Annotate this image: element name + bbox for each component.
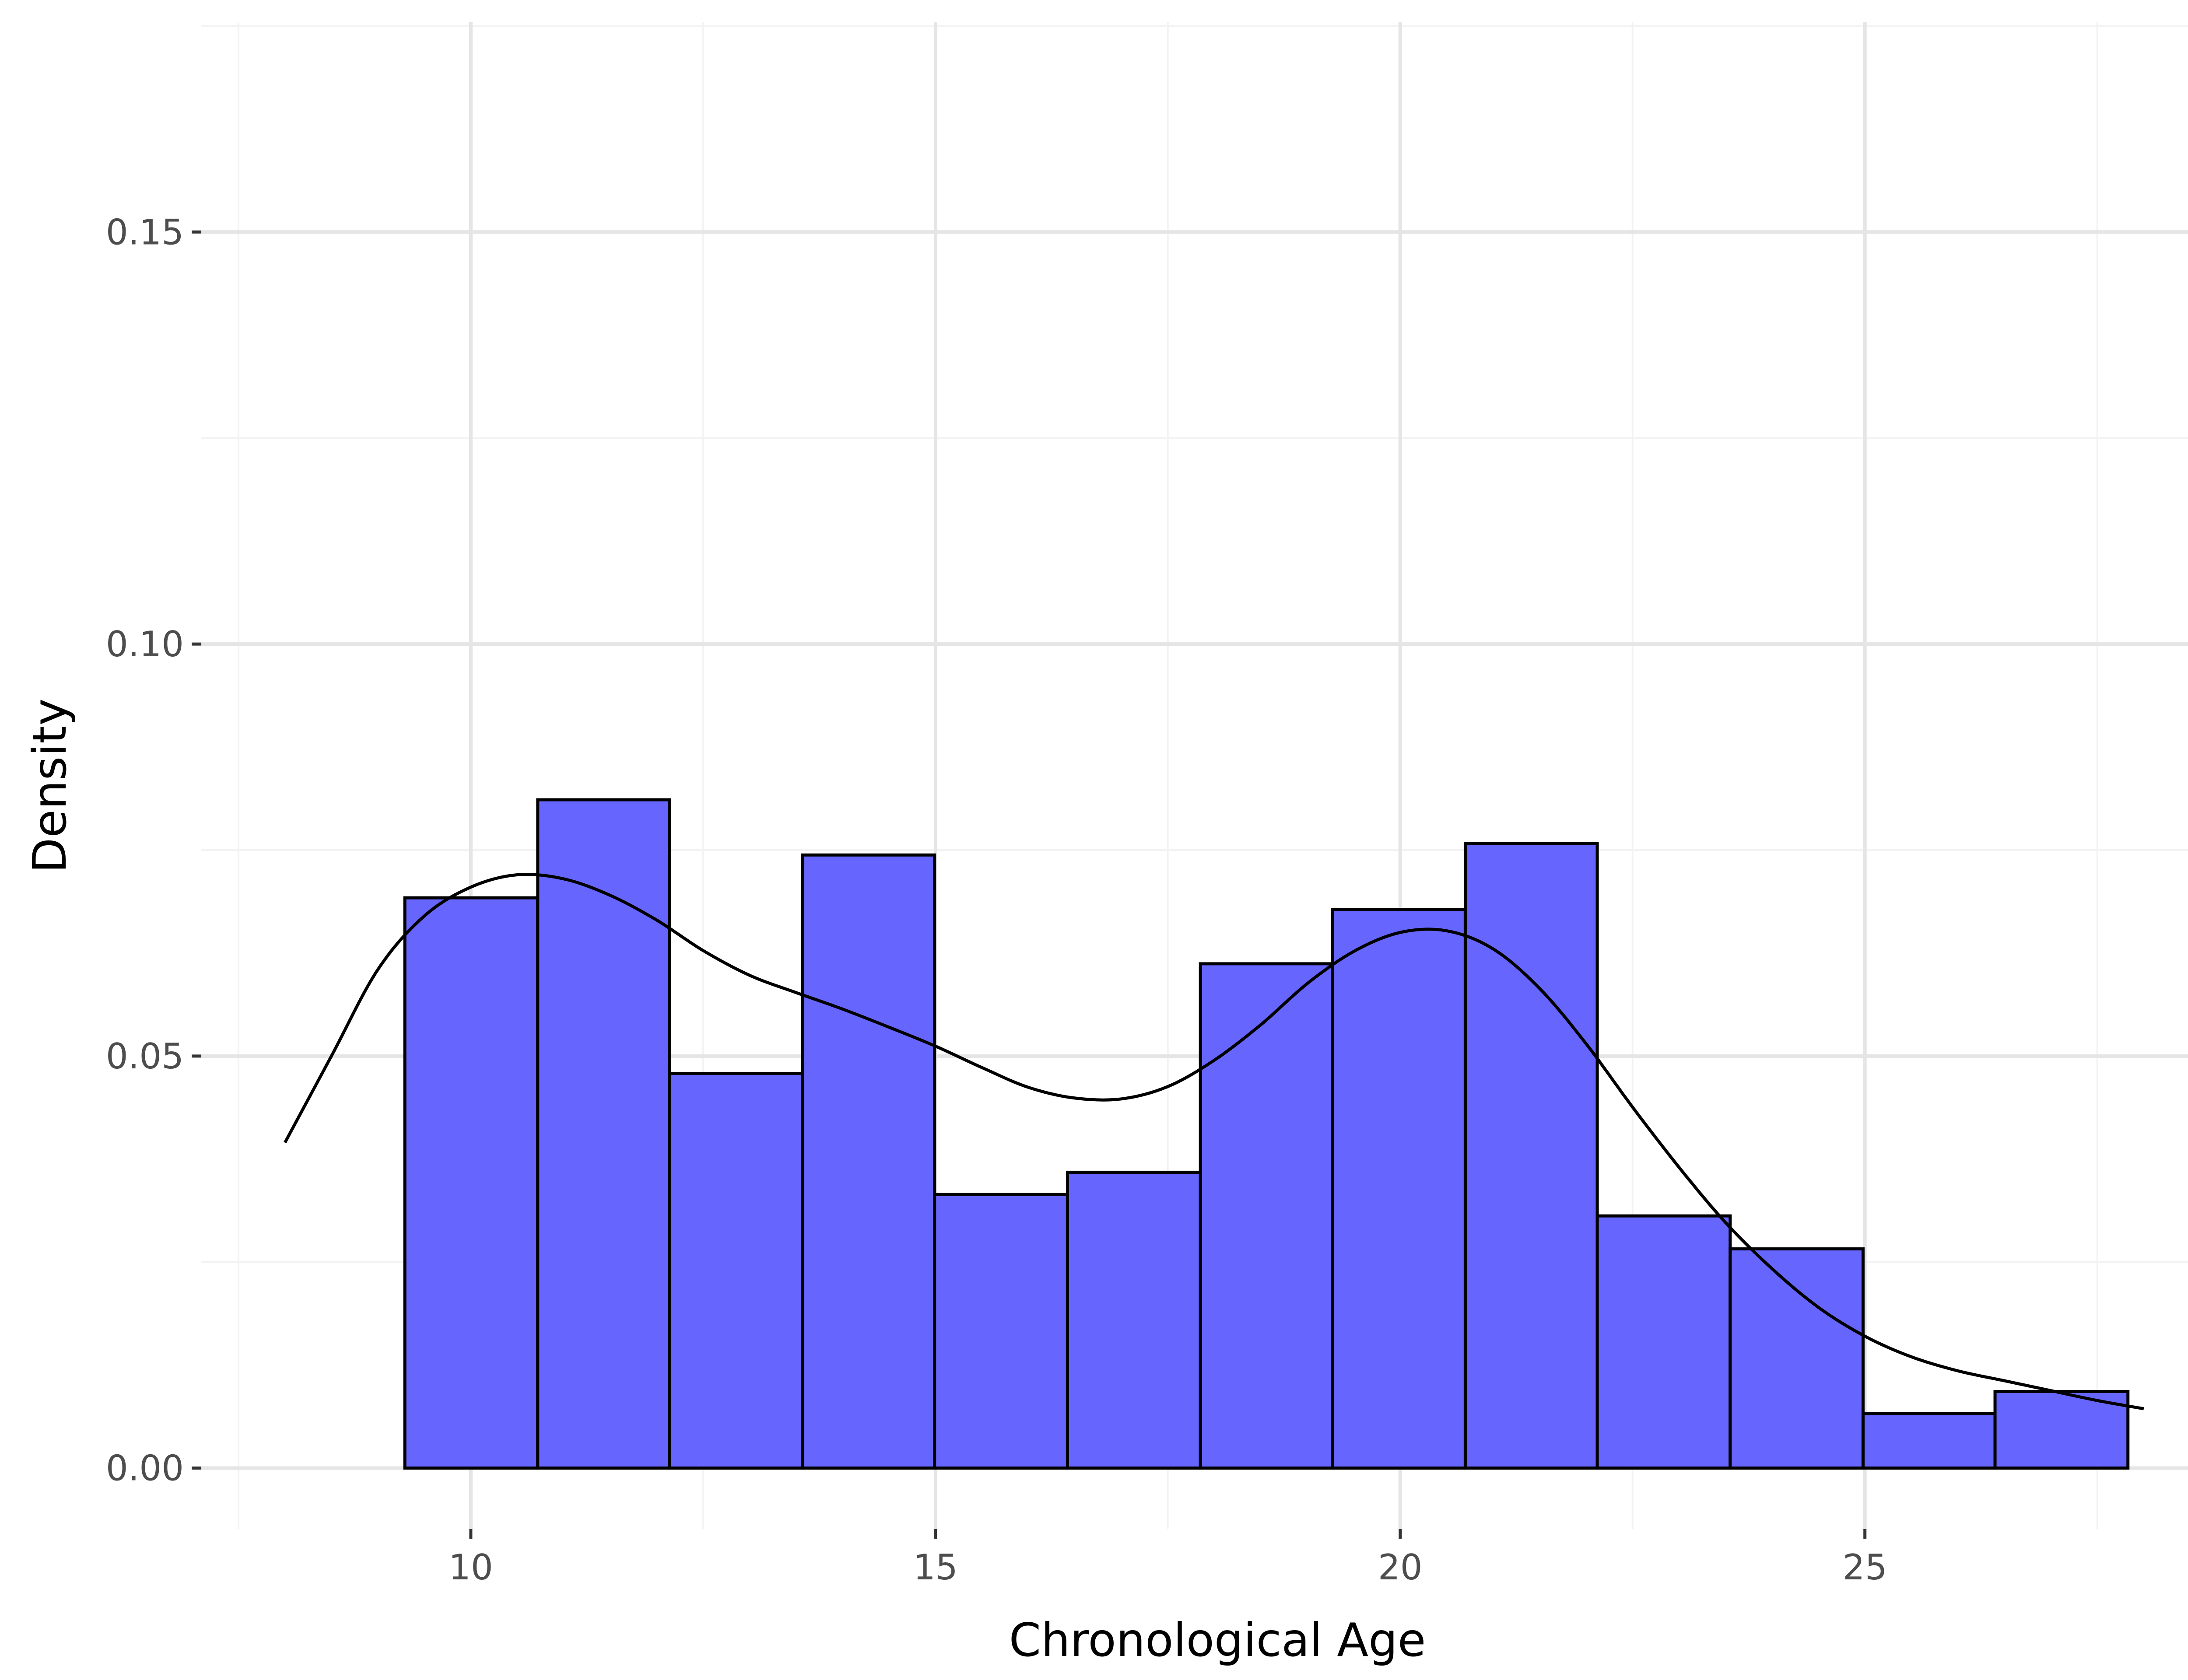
y-tick-label: 0.00 bbox=[106, 1448, 184, 1489]
histogram-bar bbox=[1463, 842, 1599, 1470]
x-tick-label: 15 bbox=[913, 1547, 958, 1588]
x-axis-ticks: 10 15 20 25 bbox=[449, 1529, 1887, 1588]
x-tick-label: 20 bbox=[1378, 1547, 1423, 1588]
density-curve bbox=[284, 873, 2144, 1410]
histogram-bar bbox=[1199, 962, 1334, 1470]
histogram-bar bbox=[1993, 1390, 2130, 1470]
y-tick-label: 0.15 bbox=[106, 212, 184, 252]
histogram-bar bbox=[801, 853, 936, 1470]
histogram-bar bbox=[536, 798, 671, 1470]
histogram-bar bbox=[1729, 1247, 1865, 1470]
x-tick-label: 10 bbox=[449, 1547, 493, 1588]
histogram-bars bbox=[403, 798, 2130, 1470]
histogram-bar bbox=[1331, 908, 1467, 1470]
y-tick-label: 0.05 bbox=[106, 1036, 184, 1077]
histogram-bar bbox=[403, 896, 540, 1470]
density-curve-group bbox=[284, 873, 2144, 1410]
y-axis-title: Density bbox=[23, 698, 77, 873]
histogram-bar bbox=[1595, 1214, 1732, 1470]
histogram-bar bbox=[933, 1193, 1069, 1470]
y-axis-ticks: 0.00 0.05 0.10 0.15 bbox=[106, 212, 201, 1489]
histogram-bar bbox=[1066, 1170, 1202, 1470]
y-tick-label: 0.10 bbox=[106, 624, 184, 665]
histogram-bar bbox=[668, 1071, 804, 1470]
x-axis-title: Chronological Age bbox=[1009, 1614, 1426, 1667]
x-tick-label: 25 bbox=[1843, 1547, 1887, 1588]
histogram-bar bbox=[1861, 1412, 1997, 1470]
